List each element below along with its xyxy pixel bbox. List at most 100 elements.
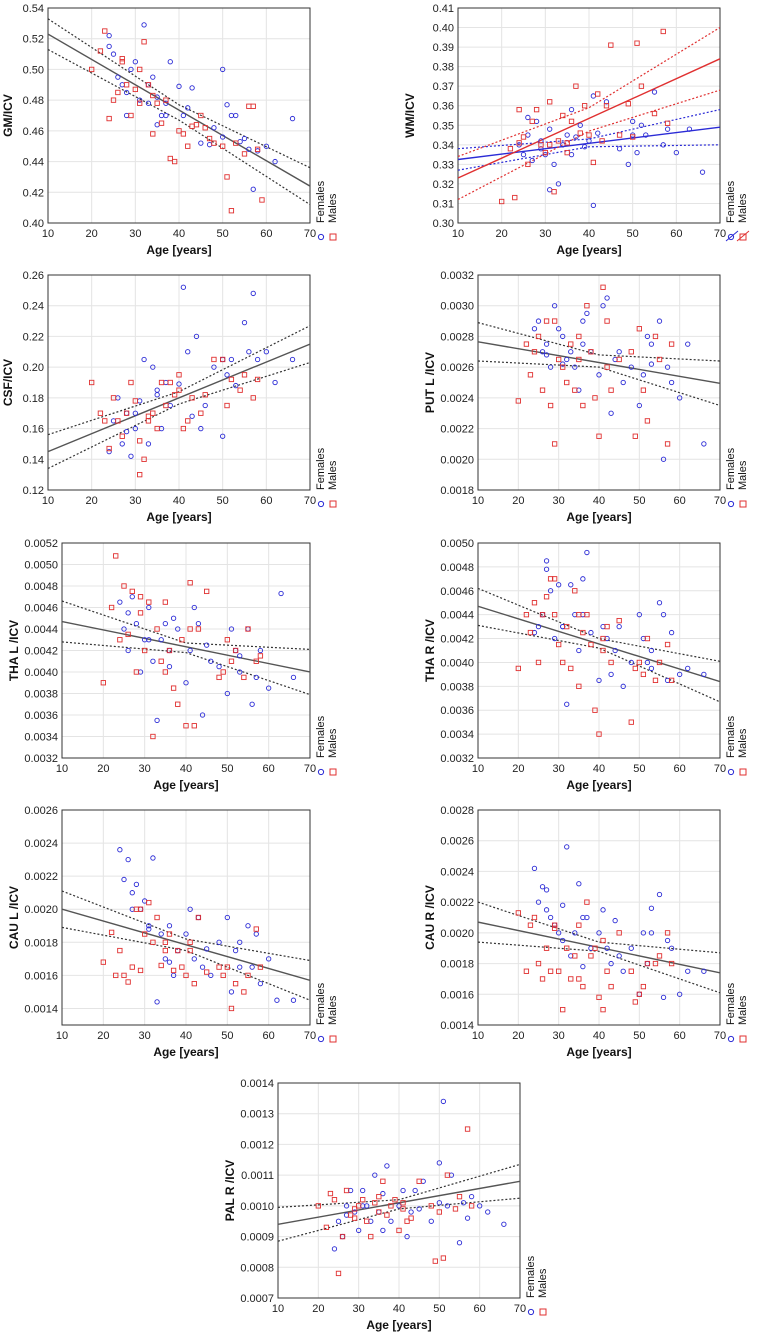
data-point-male xyxy=(408,1215,414,1221)
data-point-male xyxy=(576,683,582,689)
data-point-male xyxy=(551,318,558,324)
legend-males-marker xyxy=(739,1035,747,1043)
plot-border xyxy=(61,542,311,759)
y-tick-label: 0.0040 xyxy=(440,657,474,669)
data-point-male xyxy=(656,953,663,959)
data-point-female xyxy=(412,1187,418,1194)
data-point-male xyxy=(187,626,193,632)
data-point-female xyxy=(547,588,554,594)
data-point-female xyxy=(129,594,135,600)
data-point-male xyxy=(388,1203,394,1209)
data-point-female xyxy=(572,930,578,936)
data-point-female xyxy=(677,671,683,678)
ci-upper-females xyxy=(458,109,720,150)
x-tick-label: 40 xyxy=(593,495,605,507)
data-point-female xyxy=(660,612,667,618)
data-point-male xyxy=(137,471,143,478)
data-point-female xyxy=(628,945,634,951)
data-point-female xyxy=(257,981,264,987)
chart-panel-wm: 10 20 30 40 50 60 70 0.30 0.31 0.32 0.33 0.34 0.35 0.… xyxy=(403,3,750,257)
data-point-female xyxy=(531,326,538,332)
data-point-female xyxy=(634,149,640,156)
data-point-male xyxy=(351,1206,358,1212)
data-point-female xyxy=(564,701,570,707)
data-point-female xyxy=(191,604,197,611)
fit-lines xyxy=(48,18,310,206)
data-point-female xyxy=(535,318,542,324)
data-point-female xyxy=(520,151,527,158)
data-point-male xyxy=(542,149,548,156)
y-tick-label: 0.0014 xyxy=(240,1078,274,1090)
data-point-female xyxy=(167,59,173,65)
y-tick-label: 0.31 xyxy=(433,198,454,210)
data-point-male xyxy=(616,132,623,138)
data-point-female xyxy=(616,349,622,355)
data-point-male xyxy=(527,922,534,928)
data-point-female xyxy=(150,364,156,370)
data-point-male xyxy=(150,92,156,99)
data-point-male xyxy=(560,364,566,370)
data-point-male xyxy=(547,402,554,409)
x-tick-label: 40 xyxy=(180,763,192,775)
data-point-male xyxy=(179,637,185,643)
data-point-female xyxy=(551,303,558,309)
data-point-female xyxy=(531,865,538,872)
data-point-male xyxy=(257,964,264,970)
data-point-female xyxy=(560,361,566,367)
data-point-male xyxy=(547,968,554,974)
x-axis-label: Age [years] xyxy=(153,1045,218,1059)
x-tick-label: 50 xyxy=(217,228,229,240)
data-point-male xyxy=(347,1212,354,1218)
data-point-male xyxy=(364,1218,370,1224)
data-point-female xyxy=(187,647,193,654)
x-tick-label: 20 xyxy=(512,1030,524,1042)
data-point-male xyxy=(137,438,143,444)
data-point-male xyxy=(638,83,645,89)
chart-panel-thal: 10 20 30 40 50 60 70 0.0032 0.0034 0.0036 0.0038 0.… xyxy=(7,538,339,792)
data-point-male xyxy=(241,989,247,995)
x-axis-label: Age [years] xyxy=(566,1045,631,1059)
x-tick-label: 30 xyxy=(553,763,565,775)
data-point-female xyxy=(150,658,156,664)
data-point-male xyxy=(516,140,522,146)
data-point-female xyxy=(644,659,651,666)
data-point-female xyxy=(604,945,610,951)
data-point-female xyxy=(677,395,683,401)
data-point-male xyxy=(596,731,602,737)
data-point-female xyxy=(224,690,230,697)
data-point-female xyxy=(133,881,140,888)
data-point-male xyxy=(581,103,588,109)
y-tick-label: 0.20 xyxy=(23,362,44,374)
data-point-male xyxy=(176,372,182,378)
data-point-female xyxy=(551,635,558,642)
legend-males-label: Males xyxy=(737,193,749,223)
data-point-male xyxy=(142,647,148,654)
data-point-female xyxy=(648,930,655,936)
y-tick-label: 0.0016 xyxy=(24,970,58,982)
data-point-male xyxy=(584,612,590,618)
data-point-male xyxy=(564,149,570,156)
data-point-male xyxy=(668,677,675,684)
data-point-female xyxy=(162,956,168,962)
x-tick-label: 60 xyxy=(674,1030,686,1042)
y-tick-label: 0.0050 xyxy=(24,560,58,572)
data-point-female xyxy=(208,972,214,979)
data-point-female xyxy=(529,157,535,164)
data-point-female xyxy=(278,590,284,597)
data-point-male xyxy=(137,906,144,912)
data-point-male xyxy=(211,356,217,363)
data-point-male xyxy=(551,612,558,618)
data-point-female xyxy=(580,341,586,347)
data-point-male xyxy=(254,146,261,152)
legend-males-label: Males xyxy=(537,1268,549,1298)
x-axis-label: Age [years] xyxy=(366,1318,431,1332)
data-point-male xyxy=(241,372,248,378)
x-tick-label: 40 xyxy=(593,763,605,775)
y-tick-label: 0.32 xyxy=(433,179,454,191)
y-tick-label: 0.0008 xyxy=(240,1262,274,1274)
data-point-male xyxy=(564,379,570,386)
x-tick-label: 50 xyxy=(433,1303,445,1315)
data-point-female xyxy=(543,341,550,347)
y-tick-label: 0.0028 xyxy=(440,331,474,343)
